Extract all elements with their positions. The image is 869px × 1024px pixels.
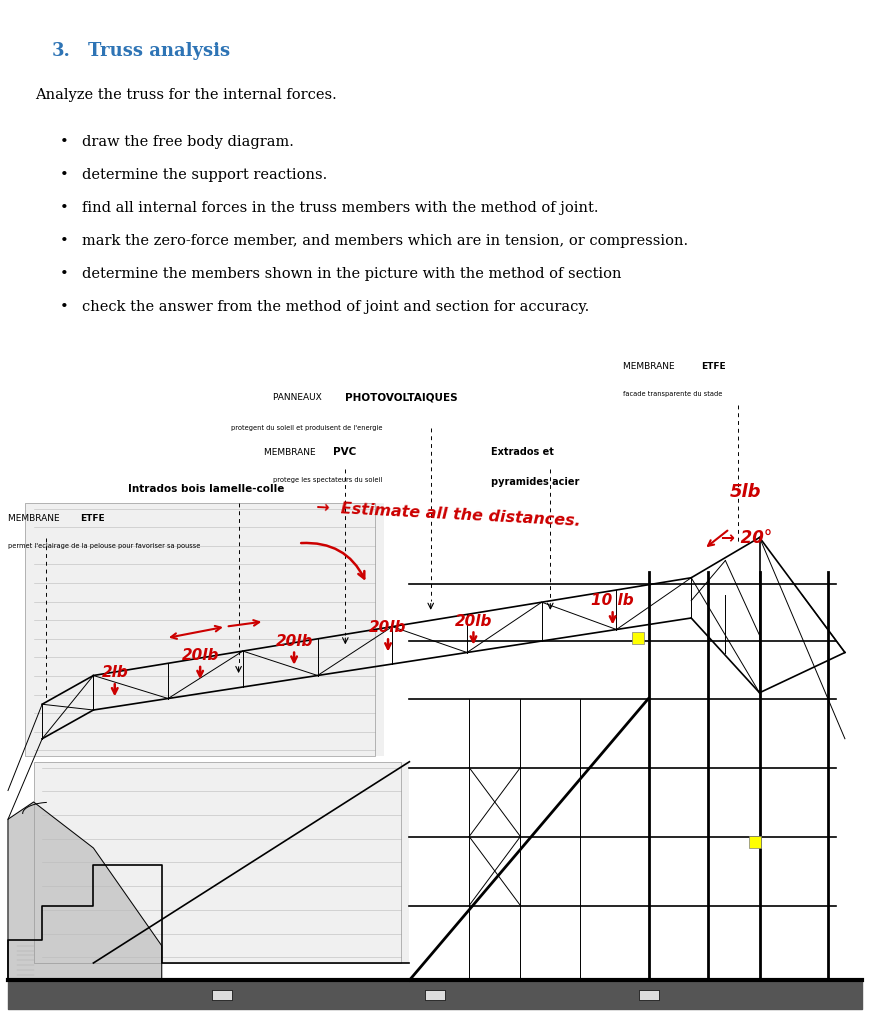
Bar — [34, 762, 401, 963]
Text: permet l'eclairage de la pelouse pour favoriser sa pousse: permet l'eclairage de la pelouse pour fa… — [8, 544, 201, 549]
Text: PVC: PVC — [333, 447, 355, 457]
Text: •: • — [60, 300, 69, 314]
Text: PHOTOVOLTAIQUES: PHOTOVOLTAIQUES — [345, 392, 458, 402]
Text: 20lb: 20lb — [275, 634, 313, 648]
Text: 3.: 3. — [52, 42, 71, 60]
Text: •: • — [60, 234, 69, 248]
Text: Intrados bois lamelle-colle: Intrados bois lamelle-colle — [128, 484, 284, 495]
Text: find all internal forces in the truss members with the method of joint.: find all internal forces in the truss me… — [82, 201, 599, 215]
Bar — [639, 989, 659, 999]
Text: •: • — [60, 135, 69, 150]
Polygon shape — [8, 802, 162, 980]
Text: 20lb: 20lb — [182, 648, 219, 663]
Bar — [749, 837, 761, 848]
Bar — [425, 989, 445, 999]
Text: Analyze the truss for the internal forces.: Analyze the truss for the internal force… — [35, 88, 337, 102]
Text: MEMBRANE: MEMBRANE — [264, 449, 322, 457]
Bar — [8, 434, 862, 1009]
Text: •: • — [60, 168, 69, 182]
Bar — [25, 503, 375, 756]
Text: → 20°: → 20° — [721, 529, 773, 547]
Text: protegent du soleil et produisent de l'energie: protegent du soleil et produisent de l'e… — [231, 425, 382, 431]
Polygon shape — [25, 503, 384, 756]
Text: facade transparente du stade: facade transparente du stade — [623, 391, 722, 397]
Text: protege les spectateurs du soleil: protege les spectateurs du soleil — [273, 477, 382, 483]
Text: MEMBRANE: MEMBRANE — [623, 361, 680, 371]
Text: 10 lb: 10 lb — [591, 593, 634, 608]
FancyArrowPatch shape — [302, 543, 364, 579]
Text: pyramides acier: pyramides acier — [490, 477, 579, 487]
Text: Extrados et: Extrados et — [490, 447, 554, 457]
Text: PANNEAUX: PANNEAUX — [273, 393, 328, 402]
Text: 20lb: 20lb — [369, 621, 407, 636]
Text: check the answer from the method of joint and section for accuracy.: check the answer from the method of join… — [82, 300, 589, 314]
Text: Truss analysis: Truss analysis — [88, 42, 230, 60]
Text: •: • — [60, 201, 69, 215]
Text: ETFE: ETFE — [81, 514, 105, 523]
Text: draw the free body diagram.: draw the free body diagram. — [82, 135, 294, 150]
Text: mark the zero-force member, and members which are in tension, or compression.: mark the zero-force member, and members … — [82, 234, 688, 248]
Text: MEMBRANE: MEMBRANE — [8, 514, 65, 523]
Text: 20lb: 20lb — [454, 613, 492, 629]
Bar — [211, 989, 231, 999]
Text: determine the members shown in the picture with the method of section: determine the members shown in the pictu… — [82, 267, 621, 281]
Bar — [633, 632, 644, 644]
Text: •: • — [60, 267, 69, 281]
Text: determine the support reactions.: determine the support reactions. — [82, 168, 328, 182]
Text: →  Estimate all the distances.: → Estimate all the distances. — [315, 500, 580, 529]
Text: 2lb: 2lb — [102, 666, 128, 680]
Text: 5lb: 5lb — [730, 483, 761, 502]
Text: ETFE: ETFE — [701, 361, 726, 371]
Polygon shape — [34, 762, 409, 963]
